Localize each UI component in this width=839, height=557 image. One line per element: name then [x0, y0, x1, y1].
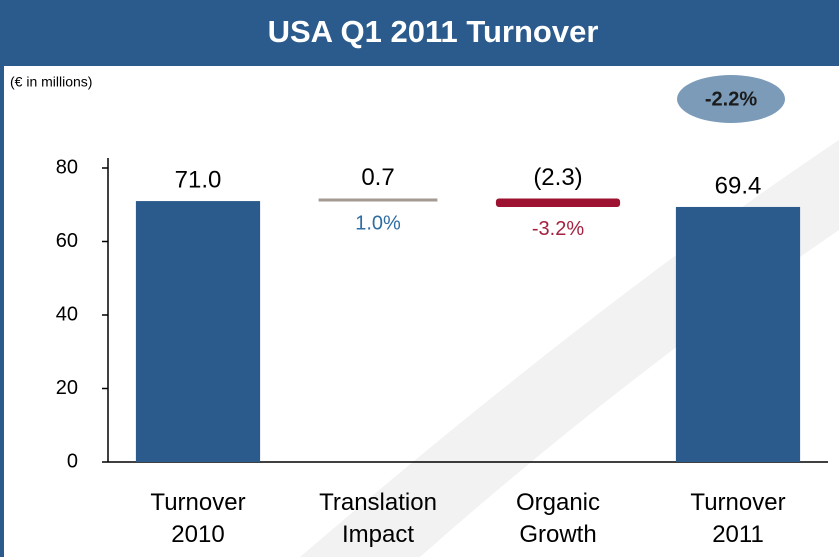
x-tick-label: Turnover 2011: [690, 489, 785, 548]
bar: [135, 201, 261, 462]
x-tick-label-line: Growth: [519, 521, 596, 548]
bar: [675, 206, 801, 462]
x-tick-label: Organic Growth: [516, 489, 600, 548]
x-tick-label: Turnover 2010: [150, 489, 245, 548]
x-tick-label-line: Organic: [516, 489, 600, 516]
percent-label: 1.0%: [355, 212, 401, 234]
value-label: (2.3): [533, 164, 582, 191]
x-tick-label: Translation Impact: [319, 489, 437, 548]
value-label: 71.0: [175, 166, 222, 193]
y-tick-label: 40: [56, 303, 78, 325]
x-tick-label-line: Impact: [342, 521, 414, 548]
x-tick-label-line: Turnover: [690, 489, 785, 516]
chart-title: USA Q1 2011 Turnover: [268, 14, 599, 49]
y-tick-label: 20: [56, 377, 78, 399]
y-tick-label: 0: [67, 450, 78, 472]
x-tick-label-line: Turnover: [150, 489, 245, 516]
left-border: [0, 66, 4, 557]
x-tick-label-line: 2010: [171, 521, 224, 548]
value-label: 69.4: [715, 172, 762, 199]
bar: [318, 198, 438, 202]
total-change: -2.2%: [705, 88, 757, 110]
subtitle: (€ in millions): [10, 74, 92, 90]
y-tick-label: 60: [56, 230, 78, 252]
title-bar: [0, 0, 839, 66]
bar: [495, 198, 621, 207]
x-tick-label-line: Translation: [319, 489, 437, 516]
percent-label: -3.2%: [532, 218, 584, 240]
value-label: 0.7: [361, 164, 394, 191]
x-tick-label-line: 2011: [712, 521, 764, 548]
y-tick-label: 80: [56, 156, 78, 178]
total-change-bubble: [677, 75, 785, 123]
